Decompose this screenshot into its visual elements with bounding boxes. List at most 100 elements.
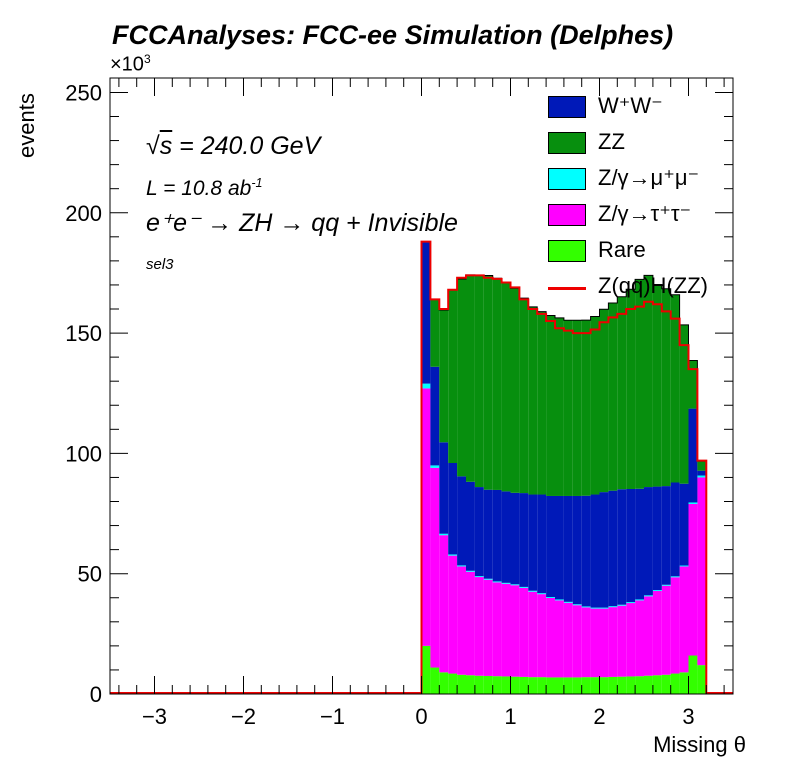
bar-zmumu-24 — [635, 599, 644, 601]
bar-ww-25 — [644, 487, 653, 596]
bar-zz-2 — [439, 309, 449, 443]
bar-zmumu-0 — [421, 383, 431, 389]
bar-zz-15 — [555, 317, 564, 496]
y-tick-label: 100 — [65, 441, 102, 466]
bar-rare-27 — [661, 674, 671, 694]
bar-zmumu-12 — [528, 590, 538, 592]
bar-zz-11 — [519, 298, 529, 494]
x-tick-label: −3 — [142, 704, 167, 729]
bar-zmumu-21 — [608, 606, 618, 608]
bar-ww-31 — [697, 470, 707, 476]
bar-ztautau-26 — [652, 591, 662, 676]
bar-ww-1 — [430, 366, 440, 466]
bar-zz-8 — [492, 278, 502, 490]
bar-ww-23 — [626, 488, 636, 603]
bar-ww-12 — [528, 494, 538, 591]
stacked-bars — [421, 241, 707, 695]
bar-rare-9 — [501, 676, 511, 695]
bar-ztautau-10 — [510, 585, 520, 677]
bar-zz-28 — [670, 294, 680, 483]
bar-ztautau-9 — [501, 583, 511, 677]
process-annotation: e⁺e⁻ → ZH → qq + Invisible — [146, 209, 458, 237]
bar-rare-7 — [483, 675, 493, 695]
legend-label: Z/γ→μ⁺μ⁻ — [598, 165, 700, 190]
bar-zmumu-23 — [626, 602, 636, 604]
legend-line — [548, 287, 586, 290]
bar-ww-21 — [608, 490, 618, 607]
bar-ztautau-8 — [492, 582, 502, 677]
bar-zz-13 — [537, 311, 547, 495]
x-tick-label: 1 — [504, 704, 516, 729]
bar-ztautau-24 — [635, 600, 644, 677]
bar-zz-22 — [617, 296, 627, 490]
chart-title: FCCAnalyses: FCC-ee Simulation (Delphes) — [112, 20, 674, 50]
bar-zmumu-7 — [483, 578, 493, 580]
bar-zmumu-25 — [644, 595, 653, 597]
bar-rare-15 — [555, 677, 564, 694]
bar-ww-30 — [688, 408, 698, 503]
bar-zz-1 — [430, 299, 440, 367]
bar-rare-4 — [457, 674, 466, 694]
bar-ztautau-31 — [697, 477, 707, 666]
bar-ww-27 — [661, 486, 671, 585]
bar-zmumu-17 — [572, 604, 582, 606]
legend-label: ZZ — [598, 129, 625, 154]
bar-rare-12 — [528, 677, 538, 694]
bar-zz-10 — [510, 288, 520, 493]
bar-ztautau-27 — [661, 585, 671, 675]
bar-zz-30 — [688, 360, 698, 409]
bar-zz-23 — [626, 289, 636, 489]
legend-swatch — [548, 168, 586, 190]
bar-ww-14 — [546, 495, 555, 598]
bar-ztautau-2 — [439, 535, 449, 673]
bar-rare-16 — [563, 677, 573, 694]
signal-line — [110, 240, 733, 694]
bar-rare-29 — [679, 672, 689, 695]
bar-zmumu-20 — [599, 607, 609, 609]
bar-ztautau-20 — [599, 608, 609, 678]
bar-rare-13 — [537, 677, 547, 694]
bar-zz-26 — [652, 284, 662, 487]
lumi-annotation: L = 10.8 ab-1 — [146, 176, 263, 200]
bar-zz-7 — [483, 275, 493, 490]
bar-ztautau-14 — [546, 597, 555, 678]
bar-rare-17 — [572, 677, 582, 694]
bar-ztautau-16 — [563, 602, 573, 678]
bar-zmumu-13 — [537, 593, 547, 595]
legend-label: W⁺W⁻ — [598, 93, 663, 118]
legend-swatch — [548, 132, 586, 154]
bar-ztautau-21 — [608, 607, 618, 677]
bar-zz-3 — [448, 289, 458, 463]
bar-ztautau-28 — [670, 577, 680, 674]
bar-zz-6 — [474, 275, 484, 488]
legend-label: Z/γ→τ⁺τ⁻ — [598, 201, 692, 226]
y-axis-multiplier: ×103 — [110, 52, 151, 76]
bar-zmumu-30 — [688, 502, 698, 504]
bar-zz-20 — [599, 309, 609, 493]
bar-zz-5 — [466, 274, 475, 482]
bar-ww-8 — [492, 489, 502, 582]
y-tick-label: 0 — [90, 682, 102, 707]
legend-swatch — [548, 204, 586, 226]
bar-ww-17 — [572, 495, 582, 605]
bar-zmumu-8 — [492, 581, 502, 583]
bar-rare-3 — [448, 673, 458, 694]
x-axis-label: Missing θ — [653, 732, 746, 757]
bar-ztautau-13 — [537, 594, 547, 678]
bar-zmumu-16 — [563, 601, 573, 603]
bar-ztautau-5 — [466, 571, 475, 676]
bar-rare-18 — [581, 677, 591, 694]
bar-ww-29 — [679, 483, 689, 566]
bar-ww-18 — [581, 495, 591, 607]
bar-zmumu-10 — [510, 584, 520, 586]
bar-ztautau-15 — [555, 600, 564, 678]
bar-ztautau-23 — [626, 603, 636, 677]
bar-rare-2 — [439, 672, 449, 695]
bar-zz-12 — [528, 306, 538, 495]
bar-zmumu-15 — [555, 599, 564, 601]
bar-ww-24 — [635, 488, 644, 600]
bar-rare-1 — [430, 667, 440, 695]
bar-ztautau-7 — [483, 579, 493, 676]
bar-zz-9 — [501, 282, 511, 492]
